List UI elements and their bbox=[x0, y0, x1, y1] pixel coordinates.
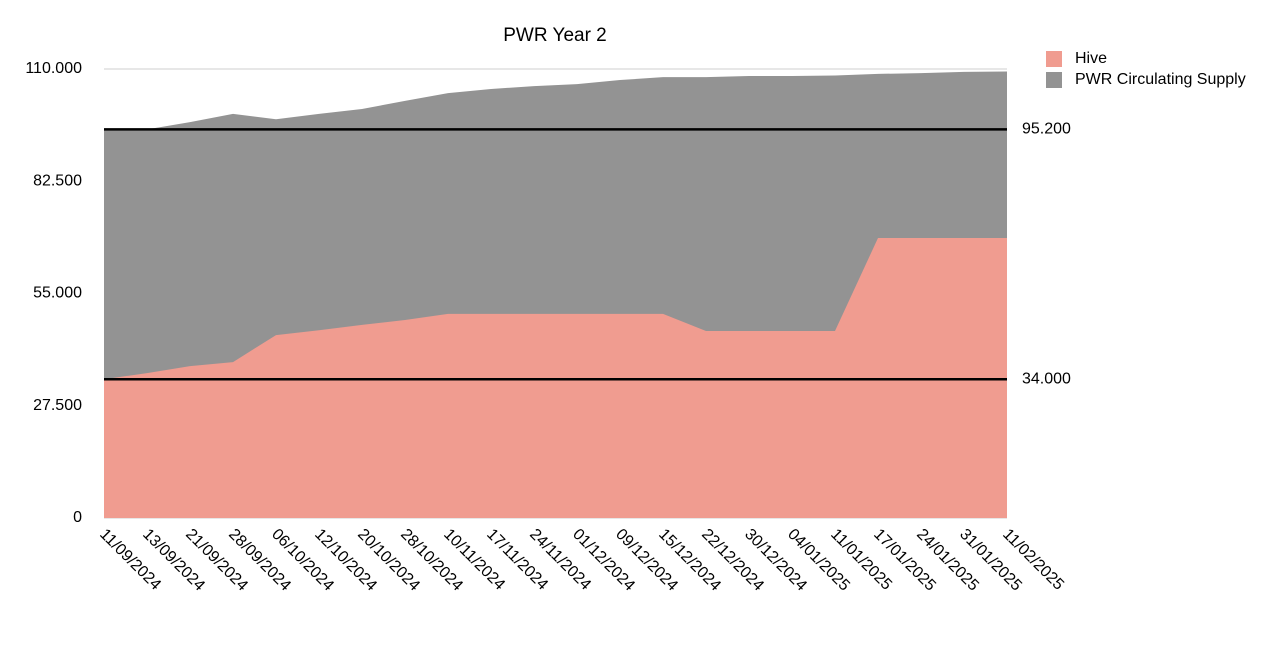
y-tick-label: 27.500 bbox=[33, 397, 82, 414]
y-tick-label: 110.000 bbox=[25, 60, 82, 77]
legend-swatch bbox=[1046, 72, 1062, 88]
reference-label: 34.000 bbox=[1022, 370, 1071, 387]
legend-swatch bbox=[1046, 51, 1062, 67]
legend-label: PWR Circulating Supply bbox=[1075, 71, 1246, 88]
y-tick-label: 82.500 bbox=[33, 172, 82, 189]
reference-label: 95.200 bbox=[1022, 121, 1071, 138]
y-tick-label: 55.000 bbox=[33, 285, 82, 302]
y-tick-label: 0 bbox=[73, 509, 82, 526]
chart-title: PWR Year 2 bbox=[503, 25, 607, 46]
legend-label: Hive bbox=[1075, 50, 1107, 67]
